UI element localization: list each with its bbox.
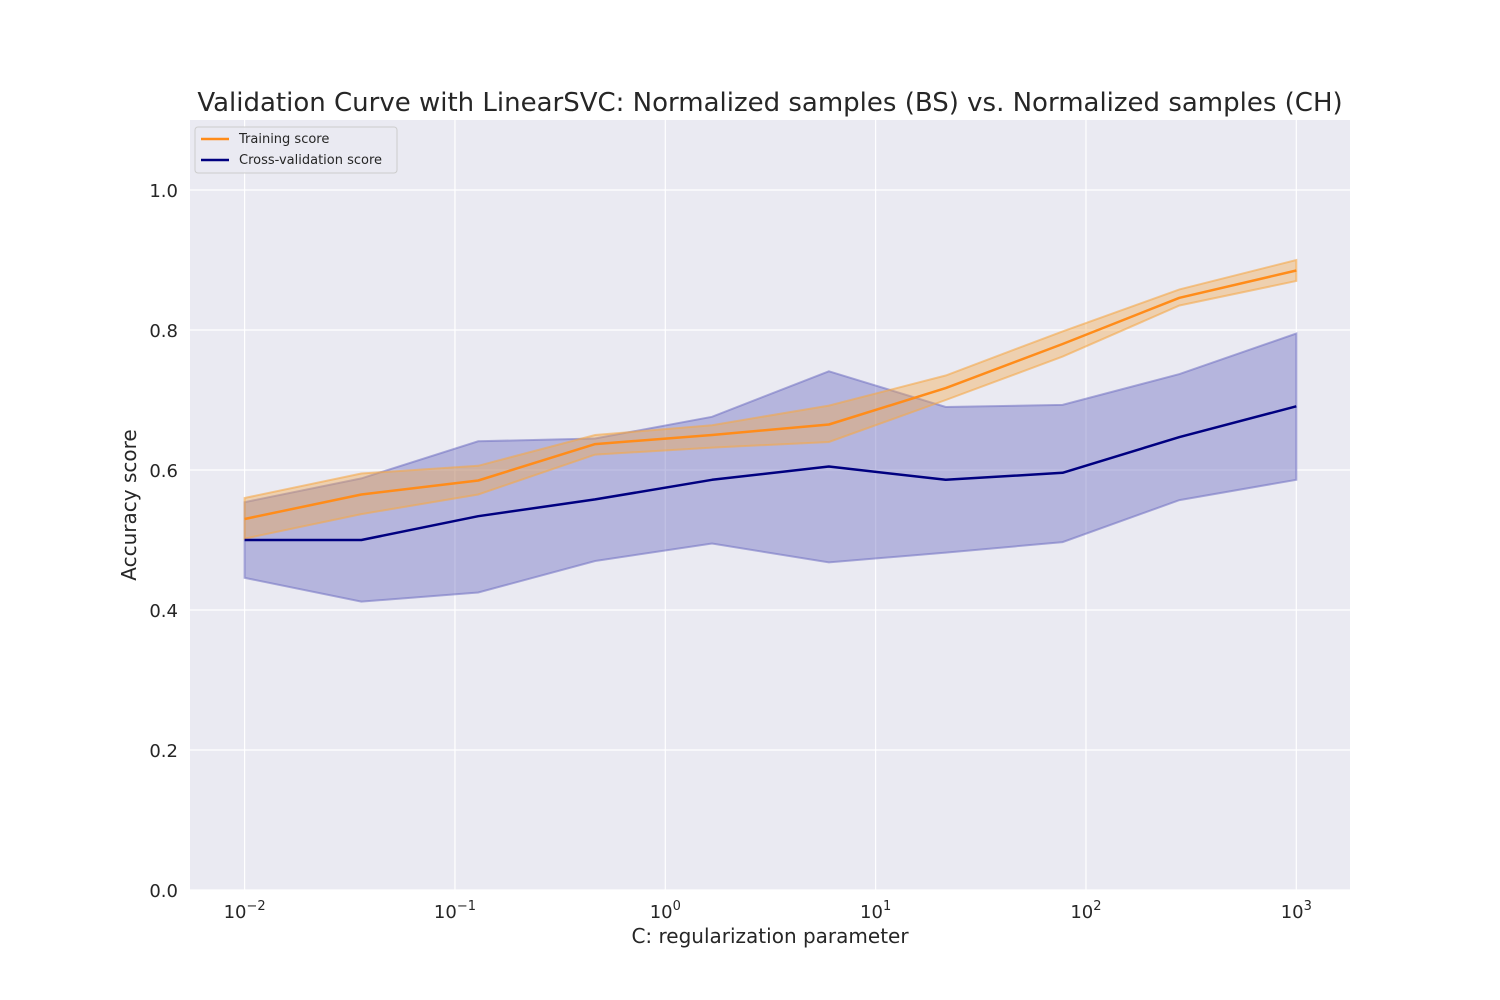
band-layer bbox=[243, 258, 1298, 603]
legend-label-cv: Cross-validation score bbox=[239, 153, 382, 168]
legend: Training score Cross-validation score bbox=[194, 126, 398, 174]
y-tick-label: 0.4 bbox=[149, 601, 178, 622]
y-tick-label: 0.0 bbox=[149, 881, 178, 902]
y-tick-label: 0.2 bbox=[149, 741, 178, 762]
y-tick-label: 1.0 bbox=[149, 181, 178, 202]
tick-layer: 0.0 0.2 0.4 0.6 0.8 1.0 10−2 10−1 100 101 102 103 bbox=[149, 181, 1312, 923]
x-tick-label: 10−2 bbox=[224, 899, 266, 923]
chart-title: Validation Curve with LinearSVC: Normali… bbox=[197, 88, 1342, 118]
y-tick-label: 0.6 bbox=[149, 461, 178, 482]
training-score-line bbox=[244, 269, 1297, 521]
legend-box bbox=[194, 126, 398, 174]
y-tick-label: 0.8 bbox=[149, 321, 178, 342]
training-score-band bbox=[243, 258, 1298, 540]
line-layer bbox=[244, 269, 1297, 542]
x-tick-label: 100 bbox=[650, 899, 681, 923]
x-axis-label: C: regularization parameter bbox=[631, 924, 909, 948]
x-tick-label: 10−1 bbox=[434, 899, 476, 923]
plot-area bbox=[190, 120, 1350, 890]
cv-score-line bbox=[244, 405, 1297, 542]
grid-layer bbox=[190, 120, 1350, 891]
x-tick-label: 103 bbox=[1281, 899, 1312, 923]
legend-label-training: Training score bbox=[238, 132, 329, 147]
x-tick-label: 101 bbox=[860, 899, 891, 923]
x-tick-label: 102 bbox=[1070, 899, 1101, 923]
y-axis-label: Accuracy score bbox=[117, 429, 141, 580]
